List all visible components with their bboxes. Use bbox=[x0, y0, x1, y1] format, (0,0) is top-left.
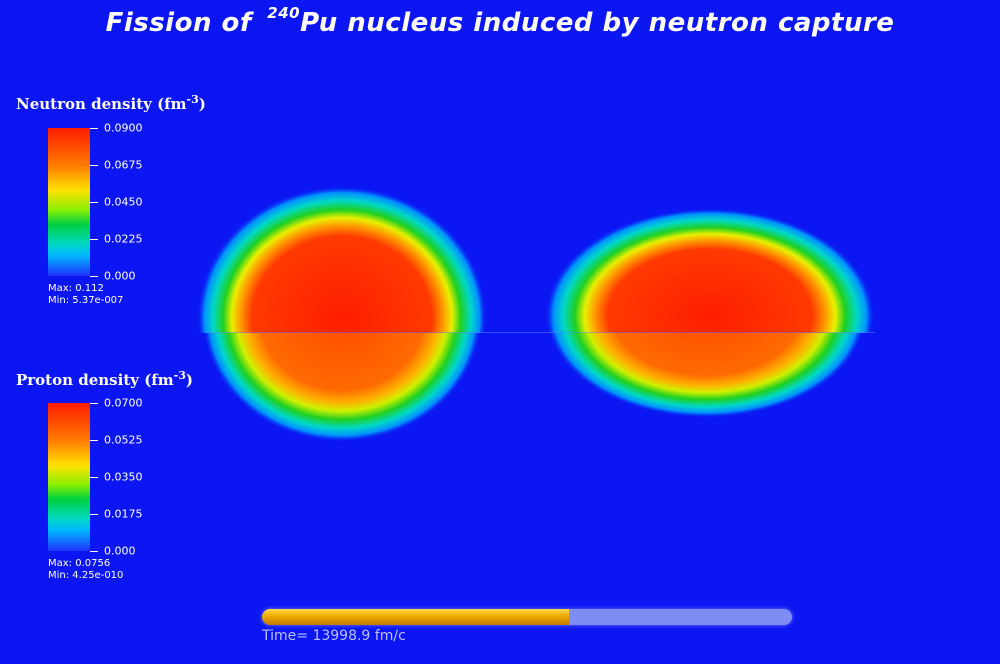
neutron-colorbar-label: Neutron density (fm bbox=[16, 95, 187, 113]
proton-density-half bbox=[203, 333, 864, 442]
neutron-colorbar bbox=[48, 128, 90, 276]
neutron-tick-mark bbox=[90, 128, 98, 129]
neutron-tick-label: 0.0450 bbox=[104, 195, 143, 209]
proton-colorbar-label-close: ) bbox=[185, 371, 193, 389]
neutron-colorbar-title: Neutron density (fm-3) bbox=[16, 93, 206, 113]
title-suffix: Pu nucleus induced by neutron capture bbox=[300, 8, 895, 38]
neutron-colorbar-exponent: -3 bbox=[186, 93, 199, 106]
time-progress-fill bbox=[262, 609, 570, 625]
neutron-tick-label: 0.0225 bbox=[104, 232, 143, 246]
neutron-density-half bbox=[197, 186, 875, 333]
proton-tick-mark bbox=[90, 477, 98, 478]
proton-tick-label: 0.0175 bbox=[104, 507, 143, 521]
neutron-colorbar-label-close: ) bbox=[198, 95, 206, 113]
time-progress-bar[interactable] bbox=[262, 609, 792, 625]
neutron-tick-label: 0.000 bbox=[104, 269, 136, 283]
neutron-tick-label: 0.0900 bbox=[104, 121, 143, 135]
neutron-tick-mark bbox=[90, 165, 98, 166]
proton-max-value: Max: 0.0756 bbox=[48, 558, 111, 569]
proton-colorbar-title: Proton density (fm-3) bbox=[16, 369, 193, 389]
proton-tick-label: 0.0350 bbox=[104, 470, 143, 484]
page-title: Fission of 240Pu nucleus induced by neut… bbox=[0, 4, 1000, 38]
time-readout: Time= 13998.9 fm/c bbox=[262, 628, 406, 644]
neutron-tick-mark bbox=[90, 202, 98, 203]
proton-tick-mark bbox=[90, 551, 98, 552]
proton-colorbar-label: Proton density (fm bbox=[16, 371, 174, 389]
proton-tick-mark bbox=[90, 440, 98, 441]
proton-tick-mark bbox=[90, 514, 98, 515]
neutron-tick-label: 0.0675 bbox=[104, 158, 143, 172]
neutron-tick-mark bbox=[90, 239, 98, 240]
proton-tick-label: 0.0525 bbox=[104, 433, 143, 447]
proton-tick-label: 0.0700 bbox=[104, 396, 143, 410]
neutron-tick-mark bbox=[90, 276, 98, 277]
proton-colorbar-exponent: -3 bbox=[173, 369, 186, 382]
proton-min-value: Min: 4.25e-010 bbox=[48, 570, 124, 581]
neutron-min-value: Min: 5.37e-007 bbox=[48, 295, 124, 306]
title-prefix: Fission of bbox=[105, 8, 252, 38]
proton-tick-label: 0.000 bbox=[104, 544, 136, 558]
neutron-max-value: Max: 0.112 bbox=[48, 283, 104, 294]
proton-colorbar bbox=[48, 403, 90, 551]
title-isotope-mass: 240 bbox=[267, 4, 301, 22]
proton-tick-mark bbox=[90, 403, 98, 404]
